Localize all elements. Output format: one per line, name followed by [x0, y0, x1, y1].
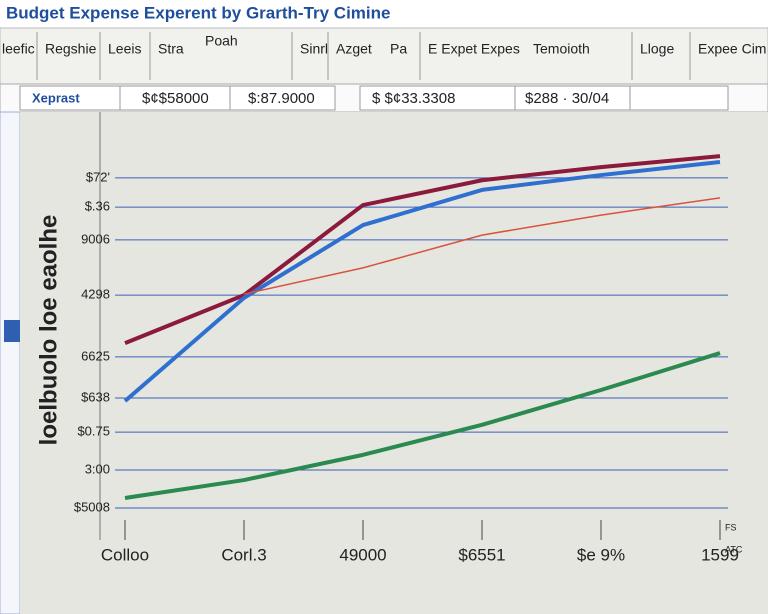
ribbon-label: Expee Cim [698, 41, 766, 57]
x-tick-label: $e 9% [577, 545, 625, 564]
cell-text: $288 · 30/04 [525, 90, 609, 107]
cell-text: Xeprast [32, 90, 80, 105]
x-tick-label: Corl.3 [221, 545, 266, 564]
ribbon-label: E Expet Expes [428, 41, 520, 57]
ribbon-label: Pa [390, 41, 407, 57]
y-tick-label: $5008 [74, 499, 110, 514]
window-title: Budget Expense Experent by Grarth-Try Ci… [6, 3, 390, 22]
row-highlight [4, 320, 20, 342]
ribbon-label: Stra [158, 41, 184, 57]
cell[interactable] [229, 85, 336, 111]
ribbon-label: Temoioth [533, 41, 590, 57]
ribbon-label: Leeis [108, 41, 141, 57]
side-mark: FS [725, 522, 737, 532]
y-tick-label: 4298 [81, 287, 110, 302]
cell-text: $ $¢33.3308 [372, 90, 455, 107]
y-tick-label: 9006 [81, 231, 110, 246]
series-line [243, 197, 721, 295]
cell-text: $¢$58000 [142, 90, 209, 107]
ribbon-label: leefic [2, 41, 35, 57]
ribbon-label: Regshie [45, 41, 97, 57]
y-tick-label: 6625 [81, 348, 110, 363]
x-tick-label: Colloo [101, 545, 149, 564]
x-tick-label: 1599 [701, 545, 739, 564]
row-panel [0, 111, 21, 614]
cell[interactable] [19, 85, 121, 111]
y-tick-label: $72' [86, 169, 110, 184]
y-tick-label: $.36 [85, 199, 110, 214]
series-line [124, 351, 721, 500]
x-tick-label: $6551 [458, 545, 505, 564]
chart-area [20, 112, 768, 614]
y-axis-label: loelbuolo loe eaolhe [35, 215, 62, 446]
ribbon-label: Poah [205, 33, 238, 49]
y-tick-label: $0.75 [77, 424, 110, 439]
title-bar [0, 0, 768, 28]
series-line [124, 154, 721, 345]
ribbon-label: Lloge [640, 41, 674, 57]
y-tick-label: $638 [81, 389, 110, 404]
ribbon-label: Sinrl [300, 41, 328, 57]
cell[interactable] [514, 85, 631, 111]
ribbon [0, 27, 768, 85]
side-mark: ATC [725, 544, 743, 554]
cell-text: $:87.9000 [248, 90, 315, 107]
y-tick-label: 3:00 [85, 461, 110, 476]
cell[interactable] [359, 85, 516, 111]
cell[interactable] [119, 85, 231, 111]
series-line [123, 159, 721, 403]
x-tick-label: 49000 [339, 545, 386, 564]
ribbon-label: Azget [336, 41, 372, 57]
cell[interactable] [629, 85, 729, 111]
